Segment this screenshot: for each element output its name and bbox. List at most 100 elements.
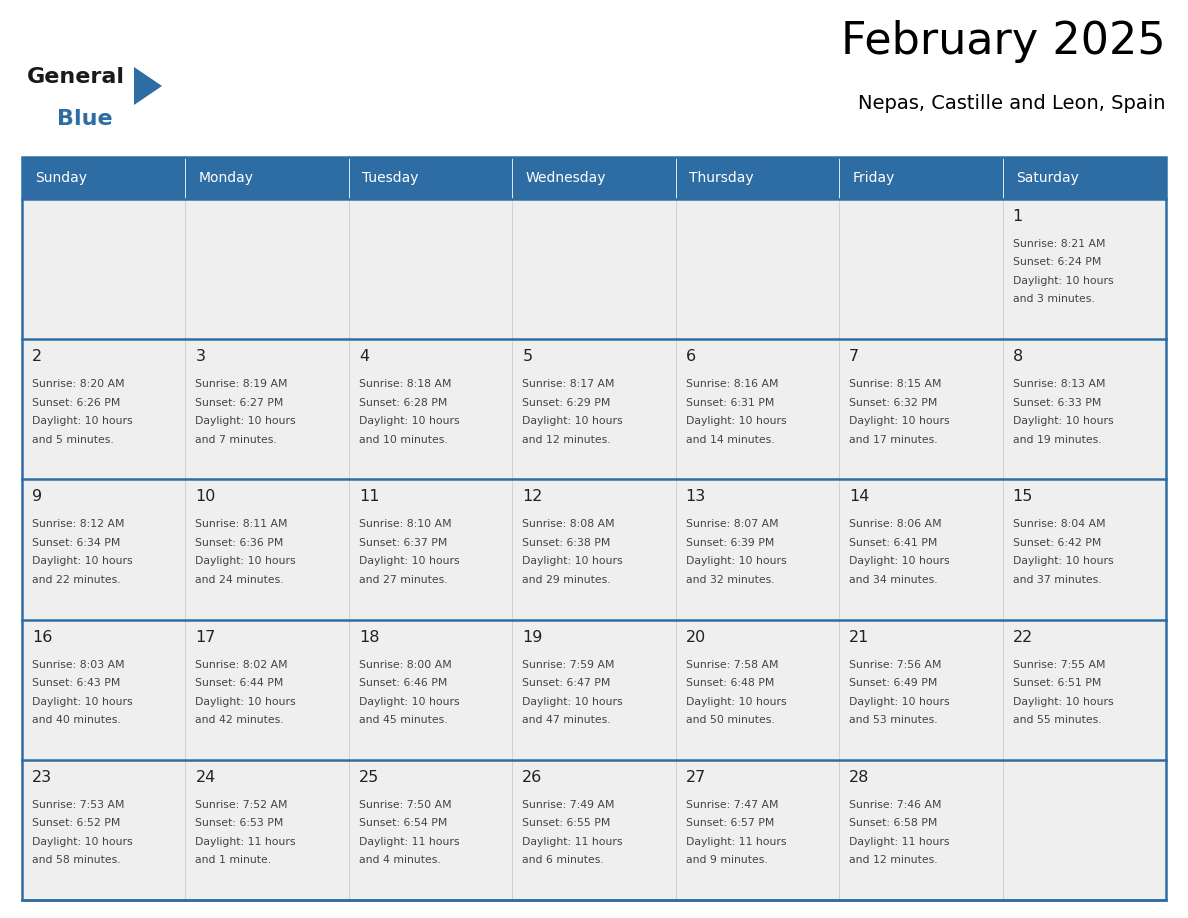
Text: Sunset: 6:33 PM: Sunset: 6:33 PM bbox=[1012, 397, 1101, 408]
Text: Sunrise: 8:18 AM: Sunrise: 8:18 AM bbox=[359, 379, 451, 389]
Text: 26: 26 bbox=[523, 770, 543, 785]
Text: Sunrise: 8:06 AM: Sunrise: 8:06 AM bbox=[849, 520, 942, 530]
Bar bbox=[23, 339, 1165, 479]
Text: Sunset: 6:57 PM: Sunset: 6:57 PM bbox=[685, 818, 775, 828]
Text: Daylight: 10 hours: Daylight: 10 hours bbox=[32, 556, 133, 566]
Text: and 53 minutes.: and 53 minutes. bbox=[849, 715, 937, 725]
Bar bbox=[1003, 157, 1165, 199]
Text: Sunset: 6:47 PM: Sunset: 6:47 PM bbox=[523, 678, 611, 688]
Text: and 58 minutes.: and 58 minutes. bbox=[32, 856, 121, 866]
Text: Daylight: 10 hours: Daylight: 10 hours bbox=[1012, 276, 1113, 286]
Text: Daylight: 10 hours: Daylight: 10 hours bbox=[196, 697, 296, 707]
Text: and 19 minutes.: and 19 minutes. bbox=[1012, 435, 1101, 444]
Text: Friday: Friday bbox=[852, 171, 895, 185]
Text: Sunrise: 8:16 AM: Sunrise: 8:16 AM bbox=[685, 379, 778, 389]
Text: and 29 minutes.: and 29 minutes. bbox=[523, 575, 611, 585]
Text: Sunset: 6:55 PM: Sunset: 6:55 PM bbox=[523, 818, 611, 828]
Text: 12: 12 bbox=[523, 489, 543, 504]
Text: 7: 7 bbox=[849, 349, 859, 364]
Text: 20: 20 bbox=[685, 630, 706, 644]
Text: Wednesday: Wednesday bbox=[525, 171, 606, 185]
Text: and 55 minutes.: and 55 minutes. bbox=[1012, 715, 1101, 725]
Text: Daylight: 11 hours: Daylight: 11 hours bbox=[685, 837, 786, 846]
Text: 6: 6 bbox=[685, 349, 696, 364]
Text: Daylight: 10 hours: Daylight: 10 hours bbox=[359, 697, 460, 707]
Text: Daylight: 10 hours: Daylight: 10 hours bbox=[685, 697, 786, 707]
Text: Daylight: 10 hours: Daylight: 10 hours bbox=[523, 697, 623, 707]
Text: Sunset: 6:49 PM: Sunset: 6:49 PM bbox=[849, 678, 937, 688]
Text: Sunrise: 7:49 AM: Sunrise: 7:49 AM bbox=[523, 800, 614, 810]
Text: Daylight: 10 hours: Daylight: 10 hours bbox=[1012, 416, 1113, 426]
Text: Daylight: 10 hours: Daylight: 10 hours bbox=[849, 697, 949, 707]
Text: 17: 17 bbox=[196, 630, 216, 644]
Bar bbox=[23, 760, 1165, 900]
Text: and 40 minutes.: and 40 minutes. bbox=[32, 715, 121, 725]
Text: 5: 5 bbox=[523, 349, 532, 364]
Text: and 47 minutes.: and 47 minutes. bbox=[523, 715, 611, 725]
Text: Sunrise: 8:13 AM: Sunrise: 8:13 AM bbox=[1012, 379, 1105, 389]
Text: and 4 minutes.: and 4 minutes. bbox=[359, 856, 441, 866]
Text: Sunset: 6:48 PM: Sunset: 6:48 PM bbox=[685, 678, 775, 688]
Bar bbox=[23, 620, 1165, 760]
Text: and 1 minute.: and 1 minute. bbox=[196, 856, 272, 866]
Text: 21: 21 bbox=[849, 630, 870, 644]
Text: 9: 9 bbox=[32, 489, 42, 504]
Text: Sunset: 6:24 PM: Sunset: 6:24 PM bbox=[1012, 258, 1101, 267]
Text: Sunrise: 7:56 AM: Sunrise: 7:56 AM bbox=[849, 660, 942, 669]
Text: Sunset: 6:26 PM: Sunset: 6:26 PM bbox=[32, 397, 120, 408]
Text: 25: 25 bbox=[359, 770, 379, 785]
Text: Tuesday: Tuesday bbox=[362, 171, 418, 185]
Text: Sunrise: 8:20 AM: Sunrise: 8:20 AM bbox=[32, 379, 125, 389]
Text: Sunset: 6:37 PM: Sunset: 6:37 PM bbox=[359, 538, 447, 548]
Bar bbox=[676, 157, 839, 199]
Text: and 12 minutes.: and 12 minutes. bbox=[849, 856, 937, 866]
Text: Sunset: 6:27 PM: Sunset: 6:27 PM bbox=[196, 397, 284, 408]
Text: Sunset: 6:41 PM: Sunset: 6:41 PM bbox=[849, 538, 937, 548]
Text: Daylight: 10 hours: Daylight: 10 hours bbox=[1012, 556, 1113, 566]
Text: Sunday: Sunday bbox=[36, 171, 87, 185]
Text: 11: 11 bbox=[359, 489, 379, 504]
Text: and 3 minutes.: and 3 minutes. bbox=[1012, 295, 1094, 305]
Bar bbox=[23, 157, 1165, 900]
Text: 10: 10 bbox=[196, 489, 216, 504]
Text: Daylight: 11 hours: Daylight: 11 hours bbox=[849, 837, 949, 846]
Text: 14: 14 bbox=[849, 489, 870, 504]
Text: 16: 16 bbox=[32, 630, 52, 644]
Text: Blue: Blue bbox=[57, 109, 113, 129]
Text: February 2025: February 2025 bbox=[841, 20, 1165, 63]
Text: 18: 18 bbox=[359, 630, 379, 644]
Text: Daylight: 10 hours: Daylight: 10 hours bbox=[849, 556, 949, 566]
Text: Daylight: 10 hours: Daylight: 10 hours bbox=[1012, 697, 1113, 707]
Text: Daylight: 11 hours: Daylight: 11 hours bbox=[196, 837, 296, 846]
Text: Sunset: 6:32 PM: Sunset: 6:32 PM bbox=[849, 397, 937, 408]
Text: and 6 minutes.: and 6 minutes. bbox=[523, 856, 604, 866]
Text: and 10 minutes.: and 10 minutes. bbox=[359, 435, 448, 444]
Text: Daylight: 10 hours: Daylight: 10 hours bbox=[32, 416, 133, 426]
Text: Sunrise: 7:46 AM: Sunrise: 7:46 AM bbox=[849, 800, 942, 810]
Text: and 9 minutes.: and 9 minutes. bbox=[685, 856, 767, 866]
Text: 15: 15 bbox=[1012, 489, 1032, 504]
Text: Sunset: 6:44 PM: Sunset: 6:44 PM bbox=[196, 678, 284, 688]
Bar bbox=[23, 157, 185, 199]
Text: and 22 minutes.: and 22 minutes. bbox=[32, 575, 121, 585]
Text: Sunset: 6:53 PM: Sunset: 6:53 PM bbox=[196, 818, 284, 828]
Text: and 27 minutes.: and 27 minutes. bbox=[359, 575, 448, 585]
Text: and 45 minutes.: and 45 minutes. bbox=[359, 715, 448, 725]
Text: 1: 1 bbox=[1012, 209, 1023, 224]
Text: Daylight: 11 hours: Daylight: 11 hours bbox=[523, 837, 623, 846]
Text: Sunrise: 8:21 AM: Sunrise: 8:21 AM bbox=[1012, 239, 1105, 249]
Text: Sunset: 6:52 PM: Sunset: 6:52 PM bbox=[32, 818, 120, 828]
Text: Sunrise: 8:12 AM: Sunrise: 8:12 AM bbox=[32, 520, 125, 530]
Text: 19: 19 bbox=[523, 630, 543, 644]
Text: Sunset: 6:42 PM: Sunset: 6:42 PM bbox=[1012, 538, 1101, 548]
Text: 4: 4 bbox=[359, 349, 369, 364]
Text: Monday: Monday bbox=[198, 171, 253, 185]
Text: Sunrise: 7:53 AM: Sunrise: 7:53 AM bbox=[32, 800, 125, 810]
Text: Sunrise: 8:11 AM: Sunrise: 8:11 AM bbox=[196, 520, 287, 530]
Text: Sunrise: 8:10 AM: Sunrise: 8:10 AM bbox=[359, 520, 451, 530]
Text: Sunset: 6:31 PM: Sunset: 6:31 PM bbox=[685, 397, 775, 408]
Bar bbox=[185, 157, 349, 199]
Text: and 37 minutes.: and 37 minutes. bbox=[1012, 575, 1101, 585]
Text: 27: 27 bbox=[685, 770, 706, 785]
Text: and 42 minutes.: and 42 minutes. bbox=[196, 715, 284, 725]
